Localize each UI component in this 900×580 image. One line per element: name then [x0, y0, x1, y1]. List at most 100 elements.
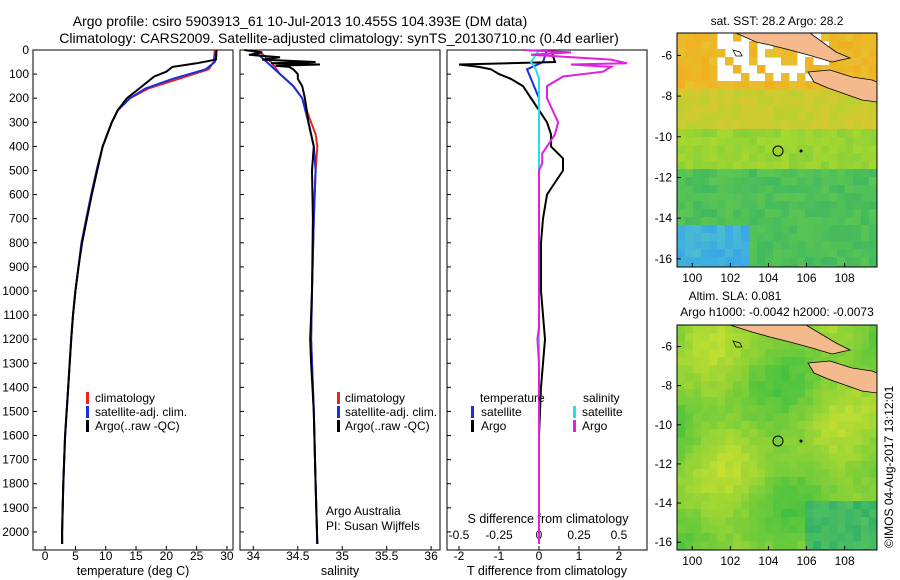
map-cell: [845, 217, 854, 226]
map-cell: [861, 121, 870, 130]
map-cell: [765, 509, 774, 518]
map-cell: [709, 341, 718, 350]
map-cell: [781, 429, 790, 438]
map-cell: [757, 65, 766, 74]
map-cell: [813, 389, 822, 398]
argo-position-marker: [772, 145, 784, 157]
map-cell: [677, 265, 686, 267]
map-cell: [837, 265, 846, 267]
map-cell: [765, 201, 774, 210]
map-cell: [813, 421, 822, 430]
map-cell: [693, 41, 702, 50]
y-tick-label: 1100: [3, 308, 29, 322]
map-cell: [781, 177, 790, 186]
map-cell: [717, 137, 726, 146]
map-cell: [837, 397, 846, 406]
map-cell: [789, 145, 798, 154]
map-cell: [781, 257, 790, 266]
map-cell: [845, 65, 854, 74]
map-cell: [781, 453, 790, 462]
map-cell: [693, 325, 702, 334]
map-cell: [797, 177, 806, 186]
x-tick-label: 35: [336, 549, 350, 563]
map-cell: [773, 169, 782, 178]
map-cell: [853, 177, 862, 186]
map-cell: [765, 225, 774, 234]
map-cell: [861, 41, 870, 50]
map-cell: [853, 517, 862, 526]
map-cell: [773, 209, 782, 218]
map-cell: [693, 357, 702, 366]
map-cell: [813, 533, 822, 542]
map-cell: [717, 105, 726, 114]
map-cell: [741, 413, 750, 422]
map-cell: [821, 153, 830, 162]
map-cell: [773, 81, 782, 90]
map-cell: [701, 533, 710, 542]
map-cell: [749, 373, 758, 382]
map-cell: [677, 137, 686, 146]
map-cell: [693, 241, 702, 250]
map-cell: [813, 525, 822, 534]
map-cell: [869, 217, 877, 226]
map-cell: [797, 517, 806, 526]
map-x-tick-label: 108: [835, 554, 855, 568]
map-cell: [853, 153, 862, 162]
map-cell: [717, 525, 726, 534]
map-cell: [733, 121, 742, 130]
map-cell: [693, 517, 702, 526]
map-cell: [741, 129, 750, 138]
map-cell: [709, 193, 718, 202]
map-cell: [845, 453, 854, 462]
map-cell: [677, 209, 686, 218]
map-cell: [789, 257, 798, 266]
map-cell: [685, 41, 694, 50]
map-cell: [805, 469, 814, 478]
legend-label-s-argo: Argo: [582, 419, 608, 433]
map-cell: [733, 469, 742, 478]
map-cell: [773, 105, 782, 114]
map-cell: [717, 405, 726, 414]
map-cell: [709, 105, 718, 114]
map-x-tick-label: 106: [797, 554, 817, 568]
map-cell: [853, 233, 862, 242]
map-cell: [701, 373, 710, 382]
map-cell: [725, 137, 734, 146]
map-cell: [797, 241, 806, 250]
map-cell: [733, 413, 742, 422]
map-cell: [733, 265, 742, 267]
map-cell: [805, 169, 814, 178]
map-cell: [837, 249, 846, 258]
map-cell: [733, 437, 742, 446]
map-cell: [765, 477, 774, 486]
x-tick-label: 0.25: [567, 528, 591, 542]
map-cell: [685, 413, 694, 422]
map-cell: [765, 89, 774, 98]
map-cell: [677, 169, 686, 178]
map-cell: [837, 357, 846, 366]
map-cell: [677, 129, 686, 138]
map-cell: [685, 381, 694, 390]
map-cell: [821, 217, 830, 226]
map-cell: [693, 153, 702, 162]
map-cell: [797, 153, 806, 162]
map-cell: [693, 217, 702, 226]
map-cell: [789, 493, 798, 502]
map-cell: [741, 121, 750, 130]
map-cell: [837, 201, 846, 210]
map-cell: [813, 249, 822, 258]
map-cell: [789, 485, 798, 494]
map-cell: [853, 193, 862, 202]
map-cell: [821, 193, 830, 202]
map-cell: [757, 381, 766, 390]
map-cell: [837, 49, 846, 58]
map-cell: [821, 381, 830, 390]
map-cell: [733, 209, 742, 218]
map-cell: [845, 33, 854, 42]
map-cell: [869, 257, 877, 266]
x-tick-label: 34: [247, 549, 261, 563]
map-cell: [837, 65, 846, 74]
map-cell: [861, 509, 870, 518]
map-cell: [685, 349, 694, 358]
map-cell: [789, 105, 798, 114]
